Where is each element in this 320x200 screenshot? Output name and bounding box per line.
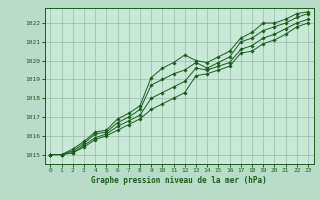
X-axis label: Graphe pression niveau de la mer (hPa): Graphe pression niveau de la mer (hPa) [91, 176, 267, 185]
